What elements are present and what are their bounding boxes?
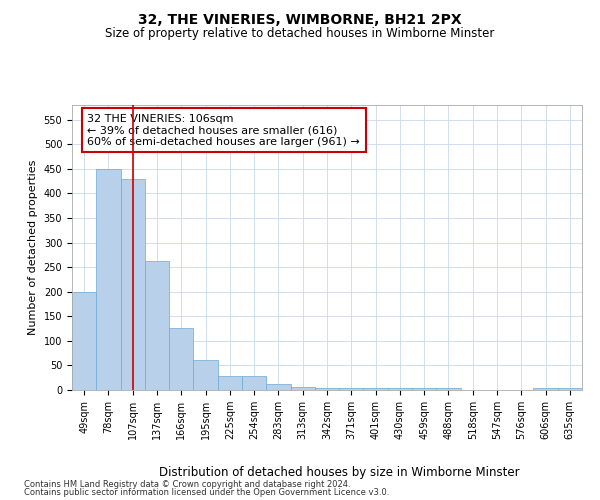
Bar [242, 376, 266, 390]
Bar [266, 384, 290, 390]
Bar [412, 388, 436, 390]
Bar [72, 292, 96, 390]
Bar [533, 388, 558, 390]
Bar [388, 388, 412, 390]
Text: Distribution of detached houses by size in Wimborne Minster: Distribution of detached houses by size … [158, 466, 520, 479]
Bar [315, 388, 339, 390]
Text: 32 THE VINERIES: 106sqm
← 39% of detached houses are smaller (616)
60% of semi-d: 32 THE VINERIES: 106sqm ← 39% of detache… [88, 114, 360, 147]
Text: Size of property relative to detached houses in Wimborne Minster: Size of property relative to detached ho… [106, 28, 494, 40]
Text: Contains HM Land Registry data © Crown copyright and database right 2024.: Contains HM Land Registry data © Crown c… [24, 480, 350, 489]
Bar [339, 388, 364, 390]
Bar [364, 388, 388, 390]
Text: Contains public sector information licensed under the Open Government Licence v3: Contains public sector information licen… [24, 488, 389, 497]
Y-axis label: Number of detached properties: Number of detached properties [28, 160, 38, 335]
Bar [290, 386, 315, 390]
Bar [96, 169, 121, 390]
Bar [218, 376, 242, 390]
Bar [145, 261, 169, 390]
Bar [121, 178, 145, 390]
Bar [558, 388, 582, 390]
Bar [193, 360, 218, 390]
Bar [436, 388, 461, 390]
Bar [169, 328, 193, 390]
Text: 32, THE VINERIES, WIMBORNE, BH21 2PX: 32, THE VINERIES, WIMBORNE, BH21 2PX [138, 12, 462, 26]
